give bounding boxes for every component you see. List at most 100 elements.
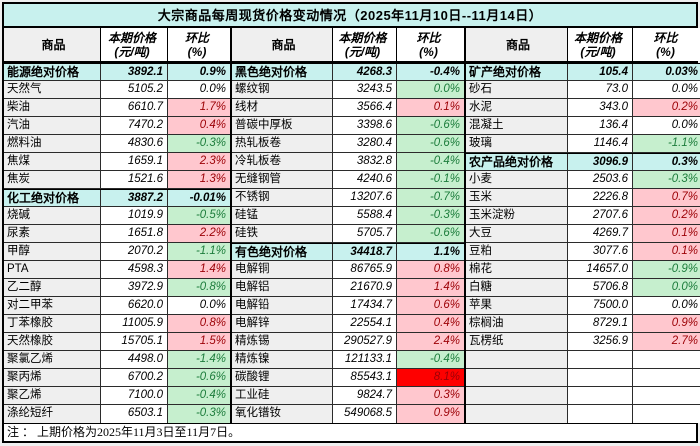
price-cell[interactable]: 5705.7 [332, 225, 396, 242]
pct-change-cell[interactable]: 0.9% [396, 405, 464, 423]
pct-change-cell[interactable]: -1.4% [167, 351, 230, 368]
pct-change-cell[interactable]: 2.2% [167, 225, 230, 242]
pct-change-cell[interactable]: 1.4% [167, 261, 230, 278]
commodity-name-cell[interactable]: 黑色绝对价格 [232, 64, 332, 80]
commodity-name-cell[interactable]: 白糖 [466, 279, 567, 296]
price-cell[interactable]: 136.4 [567, 117, 632, 134]
price-cell[interactable]: 85543.1 [332, 369, 396, 386]
pct-change-cell[interactable]: 0.03% [632, 64, 700, 80]
commodity-name-cell[interactable]: 电解铜 [232, 261, 332, 278]
commodity-name-cell[interactable]: 涤纶短纤 [4, 405, 100, 423]
commodity-name-cell[interactable]: 聚乙烯 [4, 387, 100, 404]
commodity-name-cell[interactable]: PTA [4, 261, 100, 278]
commodity-name-cell[interactable]: 丁苯橡胶 [4, 315, 100, 332]
commodity-name-cell[interactable]: 天然橡胶 [4, 333, 100, 350]
price-cell[interactable]: 1659.1 [100, 153, 167, 170]
pct-change-cell[interactable]: 0.9% [632, 315, 700, 332]
pct-change-cell[interactable]: 0.9% [167, 64, 230, 80]
commodity-name-cell[interactable]: 普碳中厚板 [232, 117, 332, 134]
pct-change-cell[interactable]: -0.01% [167, 190, 230, 206]
pct-change-cell[interactable] [632, 405, 700, 423]
pct-change-cell[interactable]: 1.4% [396, 279, 464, 296]
column-header-commodity[interactable]: 商品 [4, 28, 100, 61]
pct-change-cell[interactable]: -1.1% [632, 135, 700, 152]
pct-change-cell[interactable]: 0.1% [632, 243, 700, 260]
commodity-name-cell[interactable] [466, 387, 567, 404]
pct-change-cell[interactable]: 0.2% [632, 99, 700, 116]
pct-change-cell[interactable]: 0.2% [632, 207, 700, 224]
commodity-name-cell[interactable]: 棕榈油 [466, 315, 567, 332]
commodity-name-cell[interactable] [466, 369, 567, 386]
pct-change-cell[interactable]: 1.5% [167, 333, 230, 350]
commodity-name-cell[interactable]: 小麦 [466, 171, 567, 188]
price-cell[interactable]: 3243.5 [332, 81, 396, 98]
pct-change-cell[interactable]: 0.0% [632, 117, 700, 134]
price-cell[interactable]: 3832.8 [332, 153, 396, 170]
commodity-name-cell[interactable]: 聚丙烯 [4, 369, 100, 386]
price-cell[interactable]: 121133.1 [332, 351, 396, 368]
price-cell[interactable]: 6610.7 [100, 99, 167, 116]
pct-change-cell[interactable]: -0.4% [396, 153, 464, 170]
price-cell[interactable]: 86765.9 [332, 261, 396, 278]
commodity-name-cell[interactable]: 苹果 [466, 297, 567, 314]
pct-change-cell[interactable]: 0.0% [167, 81, 230, 98]
column-header-pct[interactable]: 环比 (%) [632, 28, 700, 61]
price-cell[interactable]: 4268.3 [332, 64, 396, 80]
price-cell[interactable]: 13207.6 [332, 189, 396, 206]
commodity-name-cell[interactable]: 燃料油 [4, 135, 100, 152]
pct-change-cell[interactable]: -0.1% [396, 171, 464, 188]
pct-change-cell[interactable]: 2.4% [396, 333, 464, 350]
price-cell[interactable]: 21670.9 [332, 279, 396, 296]
commodity-name-cell[interactable]: 天然气 [4, 81, 100, 98]
price-cell[interactable]: 2503.6 [567, 171, 632, 188]
price-cell[interactable]: 290527.9 [332, 333, 396, 350]
price-cell[interactable] [567, 369, 632, 386]
commodity-name-cell[interactable]: 氧化镨钕 [232, 405, 332, 423]
price-cell[interactable]: 3566.4 [332, 99, 396, 116]
commodity-name-cell[interactable]: 对二甲苯 [4, 297, 100, 314]
price-cell[interactable]: 7470.2 [100, 117, 167, 134]
price-cell[interactable] [567, 405, 632, 423]
price-cell[interactable]: 6503.1 [100, 405, 167, 423]
commodity-name-cell[interactable]: 螺纹钢 [232, 81, 332, 98]
pct-change-cell[interactable]: -0.3% [167, 405, 230, 423]
commodity-name-cell[interactable]: 热轧板卷 [232, 135, 332, 152]
commodity-name-cell[interactable]: 瓦楞纸 [466, 333, 567, 350]
price-cell[interactable]: 4269.7 [567, 225, 632, 242]
price-cell[interactable]: 6700.2 [100, 369, 167, 386]
commodity-name-cell[interactable]: 砂石 [466, 81, 567, 98]
pct-change-cell[interactable]: 0.3% [632, 154, 700, 170]
commodity-name-cell[interactable]: 工业硅 [232, 387, 332, 404]
commodity-name-cell[interactable]: 硅铁 [232, 225, 332, 242]
price-cell[interactable]: 4830.6 [100, 135, 167, 152]
price-cell[interactable]: 22554.1 [332, 315, 396, 332]
pct-change-cell[interactable]: 8.1% [396, 369, 464, 386]
commodity-name-cell[interactable]: 尿素 [4, 225, 100, 242]
commodity-name-cell[interactable]: 能源绝对价格 [4, 64, 100, 80]
commodity-name-cell[interactable]: 玉米淀粉 [466, 207, 567, 224]
price-cell[interactable]: 4598.3 [100, 261, 167, 278]
pct-change-cell[interactable]: -0.3% [396, 207, 464, 224]
pct-change-cell[interactable]: 0.8% [167, 315, 230, 332]
pct-change-cell[interactable]: 1.7% [167, 99, 230, 116]
commodity-name-cell[interactable]: 线材 [232, 99, 332, 116]
price-cell[interactable]: 15705.1 [100, 333, 167, 350]
pct-change-cell[interactable]: -0.6% [396, 135, 464, 152]
price-cell[interactable]: 2707.6 [567, 207, 632, 224]
pct-change-cell[interactable]: 1.3% [167, 171, 230, 188]
pct-change-cell[interactable]: 0.1% [396, 99, 464, 116]
price-cell[interactable]: 4498.0 [100, 351, 167, 368]
pct-change-cell[interactable]: 0.3% [396, 387, 464, 404]
price-cell[interactable]: 5706.8 [567, 279, 632, 296]
commodity-name-cell[interactable] [466, 351, 567, 368]
pct-change-cell[interactable]: -0.6% [396, 225, 464, 242]
pct-change-cell[interactable]: 0.0% [396, 81, 464, 98]
pct-change-cell[interactable] [632, 387, 700, 404]
column-header-commodity[interactable]: 商品 [466, 28, 567, 61]
commodity-name-cell[interactable]: 电解锌 [232, 315, 332, 332]
pct-change-cell[interactable]: 0.4% [167, 117, 230, 134]
price-cell[interactable] [567, 387, 632, 404]
pct-change-cell[interactable]: 0.1% [632, 225, 700, 242]
pct-change-cell[interactable]: -0.8% [167, 279, 230, 296]
column-header-pct[interactable]: 环比 (%) [167, 28, 230, 61]
